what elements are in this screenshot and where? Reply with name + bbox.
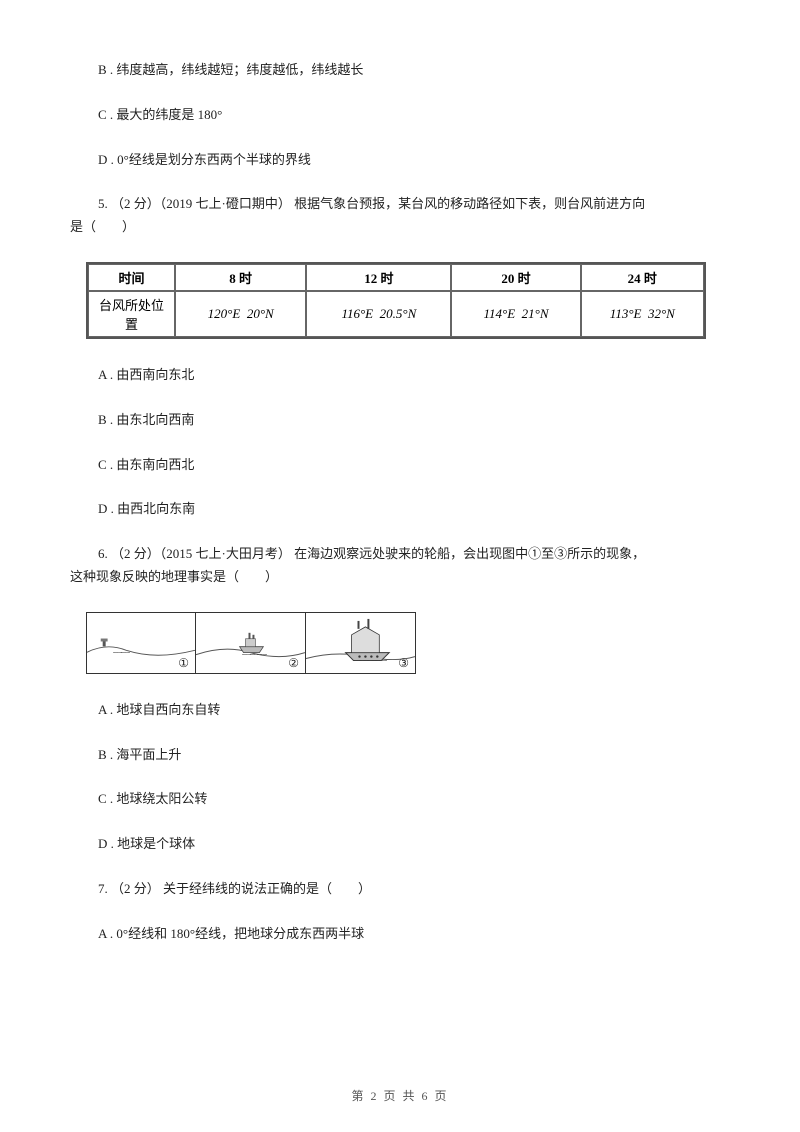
q7-option-a: A . 0°经线和 180°经线，把地球分成东西两半球 <box>70 924 730 945</box>
table-cell: 120°E 20°N <box>175 291 306 337</box>
ship-label-3: ③ <box>398 656 409 671</box>
page-footer: 第 2 页 共 6 页 <box>0 1087 800 1104</box>
ship-label-1: ① <box>178 656 189 671</box>
q5-option-c: C . 由东南向西北 <box>70 455 730 476</box>
table-cell: 113°E 32°N <box>581 291 704 337</box>
ship-label-2: ② <box>288 656 299 671</box>
ship-panel-3: ﹏﹏﹏﹏ ③ <box>306 612 416 674</box>
q6-stem-line2: 这种现象反映的地理事实是（ ） <box>70 567 730 588</box>
table-cell: 114°E 21°N <box>451 291 580 337</box>
q4-option-b: B . 纬度越高，纬线越短；纬度越低，纬线越长 <box>70 60 730 81</box>
q6-option-a: A . 地球自西向东自转 <box>70 700 730 721</box>
table-header: 24 时 <box>581 264 704 291</box>
typhoon-table: 时间 8 时 12 时 20 时 24 时 台风所处位置 120°E 20°N … <box>86 262 706 339</box>
q5-stem-line1: 5. （2 分）（2019 七上·磴口期中） 根据气象台预报，某台风的移动路径如… <box>70 194 730 215</box>
q5-option-d: D . 由西北向东南 <box>70 499 730 520</box>
q6-option-b: B . 海平面上升 <box>70 745 730 766</box>
q5-option-a: A . 由西南向东北 <box>70 365 730 386</box>
q6-option-c: C . 地球绕太阳公转 <box>70 789 730 810</box>
ship-panel-2: ﹏﹏﹏ ② <box>196 612 306 674</box>
q4-option-c: C . 最大的纬度是 180° <box>70 105 730 126</box>
q5-stem-line2: 是（ ） <box>70 217 730 238</box>
table-header: 20 时 <box>451 264 580 291</box>
table-header: 12 时 <box>306 264 451 291</box>
q7-stem: 7. （2 分） 关于经纬线的说法正确的是（ ） <box>70 879 730 900</box>
ship-panel-1: ﹏﹏ ① <box>86 612 196 674</box>
q5-option-b: B . 由东北向西南 <box>70 410 730 431</box>
table-row-label: 台风所处位置 <box>88 291 175 337</box>
q6-option-d: D . 地球是个球体 <box>70 834 730 855</box>
q6-stem-line1: 6. （2 分）（2015 七上·大田月考） 在海边观察远处驶来的轮船，会出现图… <box>70 544 730 565</box>
table-header: 时间 <box>88 264 175 291</box>
table-cell: 116°E 20.5°N <box>306 291 451 337</box>
q4-option-d: D . 0°经线是划分东西两个半球的界线 <box>70 150 730 171</box>
table-header: 8 时 <box>175 264 306 291</box>
ship-figure: ﹏﹏ ① ﹏﹏﹏ ② ﹏﹏﹏﹏ ③ <box>86 612 730 674</box>
